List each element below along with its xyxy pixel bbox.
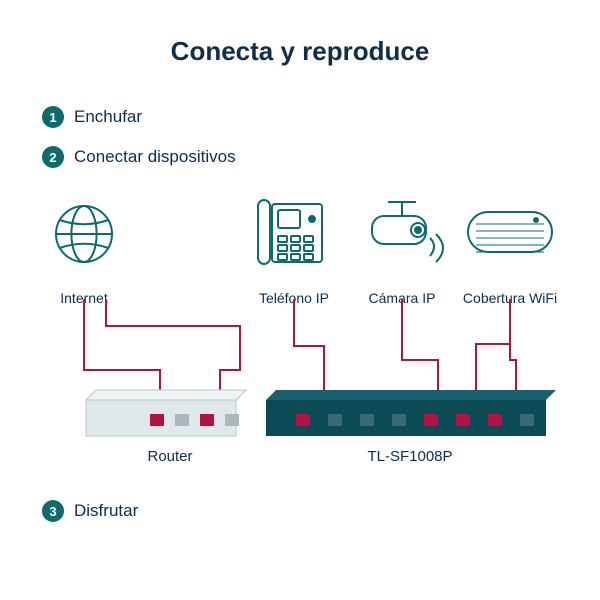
step-badge-3: 3 xyxy=(42,500,64,522)
router-label: Router xyxy=(130,448,210,465)
wifi-icon-wrap: Cobertura WiFi xyxy=(460,284,560,306)
step-badge-2: 2 xyxy=(42,146,64,168)
step-label-1: Enchufar xyxy=(74,107,142,127)
ip-camera-icon xyxy=(372,202,443,262)
switch-label: TL-SF1008P xyxy=(350,448,470,465)
wifi-ap-icon xyxy=(468,212,552,252)
step-1: 1 Enchufar xyxy=(42,106,142,128)
phone-icon-wrap: Teléfono IP xyxy=(254,284,334,306)
phone-label: Teléfono IP xyxy=(254,290,334,306)
switch-device xyxy=(266,390,556,436)
page-title: Conecta y reproduce xyxy=(0,36,600,67)
camera-label: Cámara IP xyxy=(362,290,442,306)
router-device xyxy=(86,390,246,436)
step-2: 2 Conectar dispositivos xyxy=(42,146,236,168)
internet-label: Internet xyxy=(44,290,124,306)
step-label-2: Conectar dispositivos xyxy=(74,147,236,167)
step-3: 3 Disfrutar xyxy=(42,500,138,522)
internet-icon-wrap: Internet xyxy=(44,284,124,306)
step-badge-1: 1 xyxy=(42,106,64,128)
globe-icon xyxy=(56,206,112,262)
step-label-3: Disfrutar xyxy=(74,501,138,521)
camera-icon-wrap: Cámara IP xyxy=(362,284,442,306)
ip-phone-icon xyxy=(258,200,322,264)
wifi-label: Cobertura WiFi xyxy=(460,290,560,306)
